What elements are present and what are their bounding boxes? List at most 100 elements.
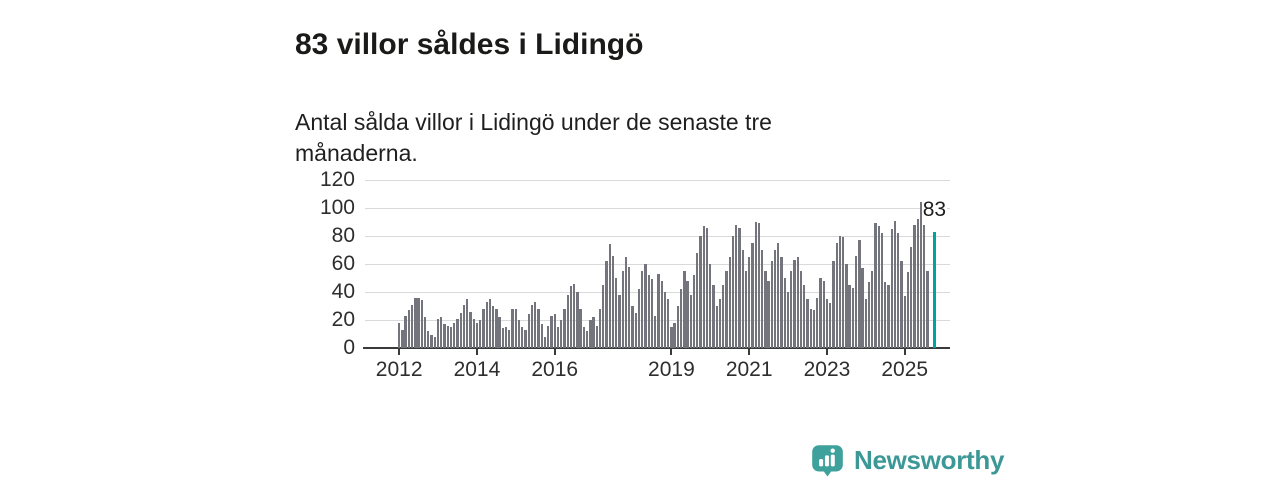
bar xyxy=(799,271,803,348)
bar xyxy=(790,271,793,348)
bar xyxy=(569,286,573,348)
bar xyxy=(809,308,812,348)
bar xyxy=(637,289,641,348)
chart: 0 20 40 60 80 100 120 83 2012 2014 2016 2019 2021 2… xyxy=(300,168,965,393)
bar xyxy=(829,303,832,348)
bar xyxy=(767,280,770,348)
bar xyxy=(676,306,680,348)
bar xyxy=(893,220,897,348)
bar xyxy=(874,223,877,348)
bar xyxy=(592,317,595,348)
bar xyxy=(848,285,851,348)
bar xyxy=(615,278,618,348)
bar xyxy=(686,280,689,348)
bar xyxy=(806,299,809,348)
bar xyxy=(472,318,475,348)
bar xyxy=(517,320,521,348)
bar xyxy=(504,327,508,348)
bar xyxy=(851,287,855,348)
bar xyxy=(459,313,462,348)
bar xyxy=(657,273,660,348)
plot-area: 83 xyxy=(363,179,950,355)
chart-title: 83 villor såldes i Lidingö xyxy=(295,28,644,62)
bar xyxy=(608,244,611,348)
bar xyxy=(540,324,543,348)
bar xyxy=(923,224,926,348)
value-annotation: 83 xyxy=(921,198,948,223)
bar xyxy=(595,325,598,348)
gridline xyxy=(365,263,950,265)
bar xyxy=(702,226,705,348)
x-axis-label: 2014 xyxy=(453,358,501,381)
bar xyxy=(641,271,644,348)
bar xyxy=(679,289,683,348)
bar xyxy=(456,318,459,348)
bar xyxy=(757,223,761,348)
y-axis-label: 0 xyxy=(343,336,355,359)
bar xyxy=(861,268,864,348)
bar xyxy=(705,227,709,348)
bar xyxy=(722,285,725,348)
x-axis-label: 2023 xyxy=(803,358,851,381)
bar xyxy=(401,329,404,348)
bar xyxy=(446,325,449,348)
bar xyxy=(819,278,822,348)
bar xyxy=(414,297,417,348)
bar xyxy=(683,271,686,348)
bar xyxy=(877,226,880,348)
bar xyxy=(618,294,621,348)
x-axis-label: 2016 xyxy=(531,358,579,381)
x-tick xyxy=(553,348,556,355)
bar xyxy=(440,317,443,348)
bar xyxy=(634,313,637,348)
bar xyxy=(475,322,479,348)
bar xyxy=(624,257,628,348)
bar xyxy=(773,250,777,348)
bar xyxy=(521,327,524,348)
x-tick xyxy=(398,348,401,355)
bar xyxy=(748,257,751,348)
bar xyxy=(754,222,757,348)
bar xyxy=(699,236,702,348)
bar xyxy=(673,322,676,348)
bar xyxy=(913,224,916,348)
bar xyxy=(563,308,566,348)
bar xyxy=(443,324,446,348)
bar xyxy=(605,261,608,348)
bar xyxy=(744,271,748,348)
bar xyxy=(404,315,407,348)
bar xyxy=(728,257,731,348)
y-axis-label: 20 xyxy=(331,308,355,331)
bar xyxy=(650,279,654,348)
bar xyxy=(466,299,469,348)
bar xyxy=(598,308,602,348)
x-axis-label: 2012 xyxy=(375,358,423,381)
bar xyxy=(696,252,699,348)
bar xyxy=(631,306,634,348)
bar xyxy=(906,272,910,348)
bar xyxy=(449,327,453,348)
bar xyxy=(621,271,624,348)
bar xyxy=(550,315,553,348)
x-axis-label: 2019 xyxy=(648,358,695,381)
bar xyxy=(524,329,527,348)
bar xyxy=(611,255,615,348)
bar xyxy=(589,320,592,348)
bar xyxy=(741,250,744,348)
bar xyxy=(663,292,667,348)
bar xyxy=(900,261,903,348)
bar xyxy=(407,310,411,348)
bar xyxy=(560,320,563,348)
bar xyxy=(926,271,929,348)
bar xyxy=(864,299,867,348)
bar xyxy=(491,306,495,348)
highlight-bar xyxy=(932,231,936,348)
bar xyxy=(731,236,735,348)
brand-wordmark: Newsworthy xyxy=(854,445,1005,475)
bar xyxy=(845,264,848,348)
bar xyxy=(585,331,589,348)
bar xyxy=(553,314,556,348)
bar xyxy=(867,282,871,348)
bar xyxy=(880,233,884,348)
